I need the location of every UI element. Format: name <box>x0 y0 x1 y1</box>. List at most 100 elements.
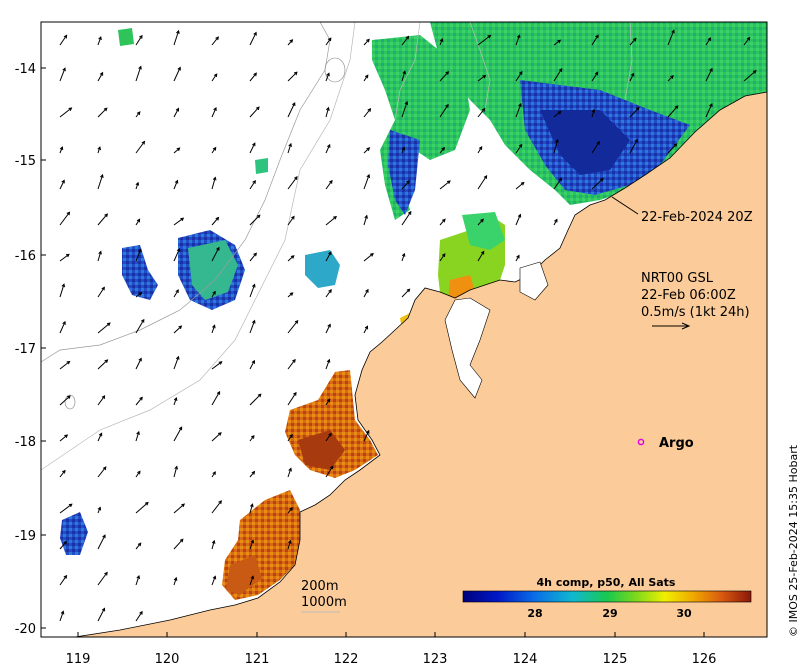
current-vector <box>477 175 488 190</box>
current-vector <box>249 435 255 442</box>
current-vector <box>629 107 640 118</box>
current-valid-time: 22-Feb 06:00Z <box>641 288 736 303</box>
current-vector <box>591 72 599 82</box>
current-vector-head <box>251 359 255 364</box>
current-vector-head <box>290 255 295 259</box>
current-vector <box>249 214 261 226</box>
current-vector <box>173 67 181 82</box>
current-vector <box>173 248 180 262</box>
current-vector <box>515 71 523 82</box>
current-vector <box>287 71 298 82</box>
current-vector <box>553 111 562 118</box>
current-product-label: NRT00 GSL <box>641 271 714 286</box>
x-tick-label: 125 <box>603 652 628 667</box>
current-vector <box>211 500 222 514</box>
current-vector <box>173 147 180 154</box>
current-vector <box>591 178 604 190</box>
current-vector <box>401 101 408 118</box>
current-vector-head <box>401 252 406 257</box>
current-vector-head <box>288 467 292 472</box>
current-vector-head <box>367 107 372 112</box>
current-vector-head <box>62 67 66 72</box>
current-vector-head <box>140 318 145 323</box>
current-vector <box>173 538 184 550</box>
current-vector-head <box>138 357 142 362</box>
current-vector-head <box>139 396 143 401</box>
current-vector-head <box>180 217 185 222</box>
current-vector <box>325 324 331 334</box>
current-vector-head <box>326 106 330 111</box>
current-vector-head <box>289 433 293 438</box>
current-vector-head <box>596 140 600 145</box>
current-vector <box>135 66 142 82</box>
current-vector <box>211 73 218 82</box>
current-vector <box>553 178 562 190</box>
current-vector <box>249 540 254 550</box>
current-vector-head <box>709 67 713 72</box>
current-vector <box>211 391 221 406</box>
x-tick-label: 124 <box>513 652 538 667</box>
current-vector-head <box>175 355 180 360</box>
current-vector-head <box>293 71 298 76</box>
current-vector <box>97 213 108 226</box>
current-vector-head <box>289 507 293 511</box>
current-vector-head <box>446 180 451 184</box>
current-vector-head <box>212 471 216 475</box>
current-vector <box>249 471 255 478</box>
current-vector <box>439 180 451 190</box>
current-vector-head <box>406 288 411 293</box>
current-vector-head <box>68 503 73 508</box>
current-vector <box>97 174 104 190</box>
current-vector <box>439 104 449 118</box>
current-vector <box>401 211 412 226</box>
current-vector-head <box>632 37 637 42</box>
current-vector <box>591 141 600 154</box>
current-vector-head <box>445 71 450 75</box>
current-vector-head <box>136 111 141 116</box>
current-vector-head <box>289 39 294 43</box>
current-vector <box>59 180 65 190</box>
current-vector <box>363 39 370 46</box>
current-vector-head <box>634 138 638 143</box>
current-vector <box>287 507 293 514</box>
current-vector-head <box>292 358 296 363</box>
current-vector-head <box>293 391 297 396</box>
current-vector <box>97 466 107 478</box>
current-vector <box>97 359 108 370</box>
current-vector <box>59 541 67 550</box>
current-vector-head <box>366 429 370 434</box>
current-vector <box>173 503 185 514</box>
current-vector-head <box>709 103 713 107</box>
current-vector <box>173 289 179 298</box>
current-vector-head <box>179 538 184 543</box>
current-vector <box>173 397 177 406</box>
y-tick-label: -18 <box>15 435 36 450</box>
current-vector-head <box>212 146 217 151</box>
imos-credit: © IMOS 25-Feb-2024 15:35 Hobart <box>787 444 800 637</box>
current-vector-head <box>144 501 149 506</box>
current-vector <box>211 247 220 262</box>
current-vector-head <box>61 179 65 184</box>
current-vector-head <box>294 176 298 180</box>
current-vector-head <box>102 534 106 539</box>
current-vector <box>743 70 757 82</box>
current-scale-arrowhead <box>681 322 691 330</box>
current-vector <box>211 576 216 586</box>
current-vector-head <box>174 465 178 470</box>
current-vector-head <box>212 176 217 181</box>
current-vector-head <box>63 574 68 579</box>
current-vector <box>325 251 332 262</box>
current-vector-head <box>178 325 183 330</box>
current-vector-head <box>59 146 64 151</box>
current-vector <box>325 433 332 442</box>
current-vector <box>325 107 329 118</box>
current-vector-head <box>212 324 216 329</box>
current-vector <box>515 182 525 190</box>
current-vector-head <box>333 215 338 220</box>
current-vector <box>477 35 491 46</box>
current-vector <box>173 356 179 370</box>
current-vector <box>515 35 520 46</box>
current-vector <box>477 218 484 226</box>
current-vector <box>325 180 333 190</box>
current-vector-head <box>670 75 674 79</box>
